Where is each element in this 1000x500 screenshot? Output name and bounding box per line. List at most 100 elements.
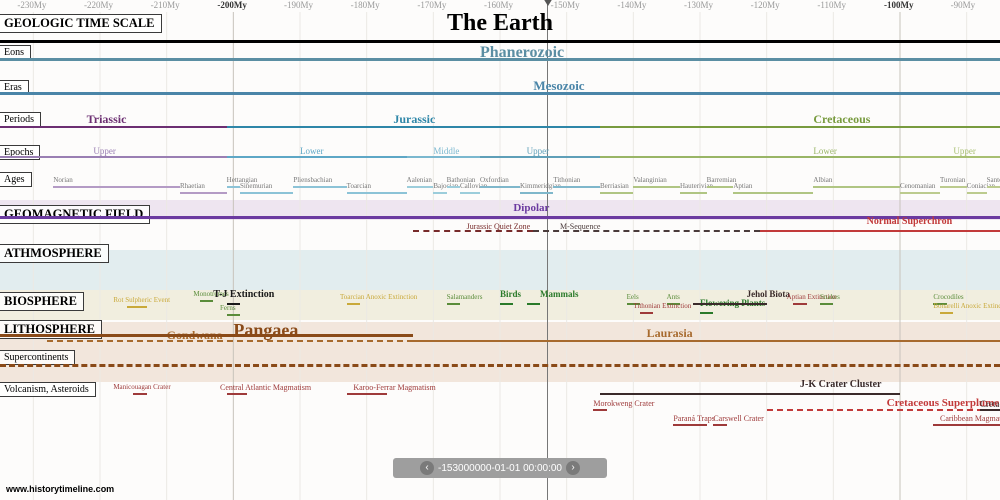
- timeline-bar[interactable]: Upper: [480, 156, 600, 158]
- age-bar[interactable]: Rhaetian: [180, 192, 227, 194]
- age-bar[interactable]: Pliensbachian: [293, 186, 346, 188]
- bar-label: Snakes: [820, 293, 840, 301]
- bar-label: Toarcian Anoxic Extinction: [340, 293, 417, 301]
- age-bar[interactable]: Aptian: [733, 192, 813, 194]
- bar-label: Jehol Biota: [747, 289, 790, 299]
- age-bar[interactable]: Hettangian: [227, 186, 240, 188]
- timeline-bar[interactable]: Birds: [500, 303, 513, 305]
- age-bar[interactable]: Barremian: [707, 186, 734, 188]
- timeline-bar[interactable]: Cretaceous Superplume: [767, 409, 1000, 411]
- bar-label: Jurassic Quiet Zone: [467, 222, 531, 231]
- timeline-bar[interactable]: Jurassic: [227, 126, 600, 128]
- timeline-bar[interactable]: Phanerozoic: [0, 58, 1000, 61]
- timeline-bar[interactable]: Paraná Traps: [673, 424, 706, 426]
- bar-label: J-K Crater Cluster: [800, 379, 881, 390]
- timeline-bar[interactable]: Toarcian Anoxic Extinction: [347, 303, 360, 305]
- timeline-bar[interactable]: Morokweng Crater: [593, 409, 606, 411]
- timeline-bar[interactable]: Bonarelli Anoxic Extinction: [940, 312, 953, 314]
- timeline-bar[interactable]: [0, 364, 1000, 367]
- age-bar[interactable]: Valanginian: [633, 186, 680, 188]
- timeline-bar[interactable]: Salamanders: [447, 303, 460, 305]
- bar-label: Manicouagan Crater: [113, 383, 170, 391]
- timeline-bar[interactable]: Ferns: [227, 314, 240, 316]
- timeline-bar[interactable]: Aptian Extinction: [793, 303, 806, 305]
- timeline-bar[interactable]: Upper: [0, 156, 227, 158]
- bar-label: Upper: [953, 146, 976, 156]
- age-bar[interactable]: Kimmeridgian: [520, 192, 553, 194]
- age-label: Oxfordian: [480, 176, 509, 184]
- age-bar[interactable]: Callovian: [460, 192, 480, 194]
- age-bar[interactable]: Oxfordian: [480, 186, 520, 188]
- timeline-bar[interactable]: Tithonian Extinction: [640, 312, 653, 314]
- bar-label: Crocodiles: [933, 293, 963, 301]
- timeline-bar[interactable]: Triassic: [0, 126, 227, 128]
- gridlines: [0, 0, 1000, 500]
- bar-label: Central Atlantic Magmatism: [220, 383, 311, 392]
- timeline-bar[interactable]: Mammals: [527, 303, 540, 305]
- bar-label: Upper: [527, 146, 550, 156]
- age-bar[interactable]: Bajocian: [433, 192, 446, 194]
- age-label: Berriasian: [600, 182, 629, 190]
- bar-label: M-Sequence: [560, 222, 600, 231]
- timeline-bar[interactable]: Lower: [600, 156, 900, 158]
- row-label: Ages: [0, 172, 32, 187]
- bar-label: Upper: [93, 146, 116, 156]
- playback-next-button[interactable]: ›: [566, 461, 580, 475]
- timeline-bar[interactable]: Middle: [407, 156, 480, 158]
- age-bar[interactable]: Tithonian: [553, 186, 600, 188]
- timeline-bar[interactable]: Jurassic Quiet Zone: [413, 230, 533, 232]
- timeline-bar[interactable]: Karoo-Ferrar Magmatism: [347, 393, 387, 395]
- bar-label: Bonarelli Anoxic Extinction: [933, 302, 1000, 310]
- timeline-bar[interactable]: J-K Crater Cluster: [600, 393, 900, 395]
- age-label: Turonian: [940, 176, 965, 184]
- timeline-bar[interactable]: Dipolar: [0, 216, 1000, 219]
- timeline-bar[interactable]: Manicouagan Crater: [133, 393, 146, 395]
- age-bar[interactable]: Aalenian: [407, 186, 434, 188]
- playback-prev-button[interactable]: ‹: [420, 461, 434, 475]
- timeline-bar[interactable]: Laurasia: [413, 340, 1000, 342]
- row-label: GEOMAGNETIC FIELD: [0, 205, 150, 224]
- age-bar[interactable]: Norian: [53, 186, 180, 188]
- age-label: Norian: [53, 176, 72, 184]
- age-bar[interactable]: Berriasian: [600, 192, 633, 194]
- timeline-bar[interactable]: Snakes: [820, 303, 833, 305]
- timeline-bar[interactable]: Mesozoic: [0, 92, 1000, 95]
- bar-label: Eels: [627, 293, 639, 301]
- bar-label: Ants: [667, 293, 680, 301]
- age-bar[interactable]: Toarcian: [347, 192, 407, 194]
- bar-label: Lower: [813, 146, 837, 156]
- bar-label: Triassic: [87, 112, 127, 127]
- age-label: Sinemurian: [240, 182, 272, 190]
- age-bar[interactable]: Turonian: [940, 186, 967, 188]
- timeline-bar[interactable]: Caribbean Magmatism: [933, 424, 1000, 426]
- timeline-bar[interactable]: Cretaceous: [600, 126, 1000, 128]
- bar-label: Morokweng Crater: [593, 399, 654, 408]
- timeline-bar[interactable]: Central Atlantic Magmatism: [227, 393, 247, 395]
- bar-label: Birds: [500, 289, 521, 299]
- timeline-bar[interactable]: Jehol Biota: [693, 303, 766, 305]
- timeline-bar[interactable]: Normal Superchron: [760, 230, 1000, 232]
- timeline-bar[interactable]: Flowering Plants: [700, 312, 713, 314]
- bar-label: T-J Extinction: [213, 289, 274, 300]
- age-label: Cenomanian: [900, 182, 935, 190]
- age-bar[interactable]: Bathonian: [447, 186, 460, 188]
- age-bar[interactable]: Hauterivian: [680, 192, 707, 194]
- timeline-bar[interactable]: Pangaea: [0, 334, 413, 337]
- age-bar[interactable]: Sinemurian: [240, 192, 293, 194]
- age-bar[interactable]: Albian: [813, 186, 900, 188]
- age-label: Tithonian: [553, 176, 580, 184]
- timeline-bar[interactable]: Carswell Crater: [713, 424, 726, 426]
- title-rule: [0, 40, 1000, 43]
- age-bar[interactable]: Coniacian: [967, 192, 987, 194]
- timeline-bar[interactable]: M-Sequence: [533, 230, 760, 232]
- bar-label: Cretaceous: [813, 112, 870, 127]
- time-cursor[interactable]: [547, 0, 548, 500]
- timeline-bar[interactable]: Upper: [900, 156, 1000, 158]
- age-bar[interactable]: Cenomanian: [900, 192, 940, 194]
- timeline-bar[interactable]: Monotremes: [200, 300, 213, 302]
- age-bar[interactable]: Santonian: [987, 186, 1000, 188]
- timeline-bar[interactable]: Cretaceous: [980, 409, 1000, 411]
- row-label: Periods: [0, 112, 41, 127]
- timeline-bar[interactable]: Rot Sulpheric Event: [127, 306, 147, 308]
- timeline-bar[interactable]: Lower: [227, 156, 407, 158]
